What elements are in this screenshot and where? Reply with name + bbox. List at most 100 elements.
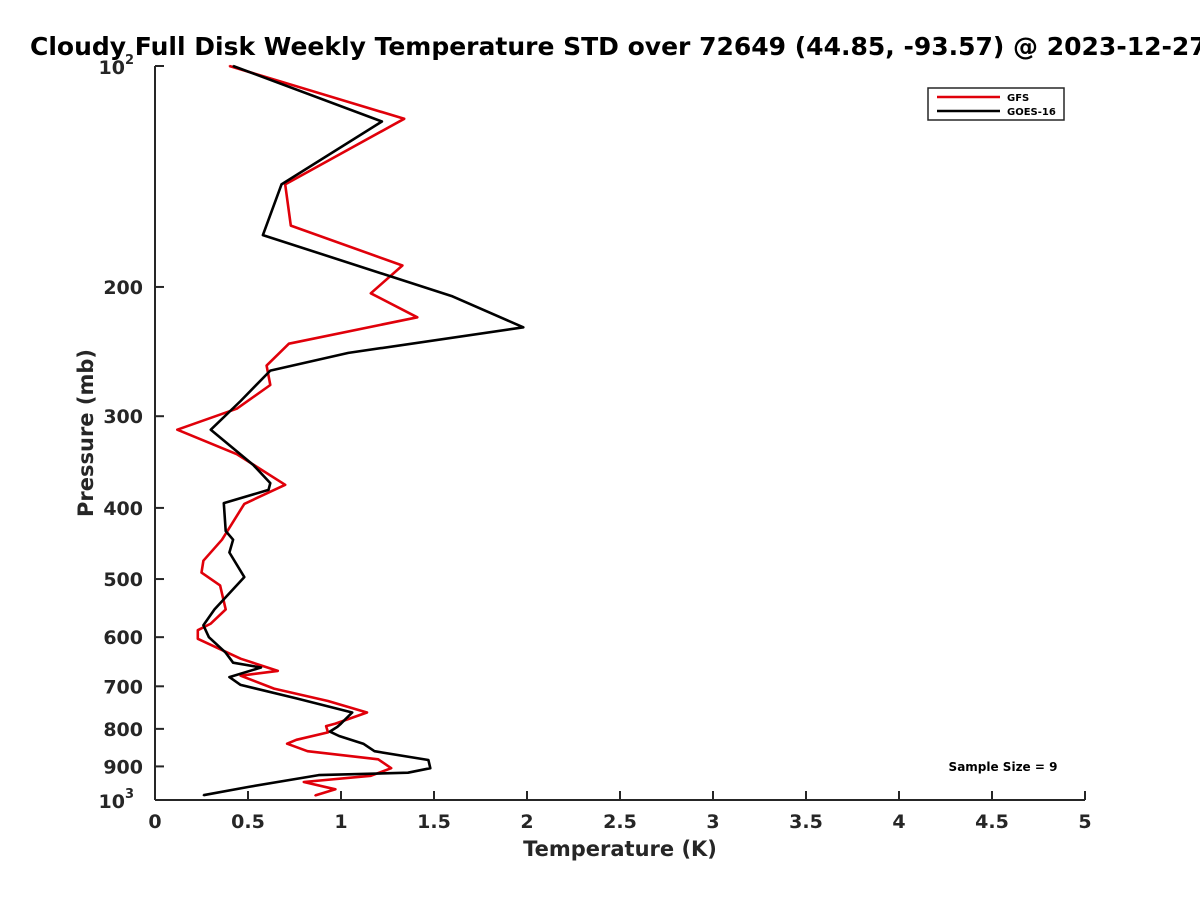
data-point — [239, 657, 242, 660]
data-point — [224, 530, 227, 532]
series-layer — [176, 64, 525, 797]
x-tick-label: 1 — [334, 811, 347, 833]
data-point — [202, 624, 205, 627]
data-point — [224, 651, 227, 654]
data-point — [269, 384, 272, 386]
data-point — [213, 608, 216, 611]
data-point — [286, 742, 288, 745]
y-tick-exponent: 2 — [125, 53, 134, 68]
data-point — [232, 65, 234, 67]
data-point — [210, 428, 212, 431]
y-tick-label: 700 — [103, 676, 143, 698]
data-point — [327, 731, 329, 734]
data-point — [239, 684, 242, 686]
data-point — [329, 730, 331, 733]
data-point — [325, 725, 327, 727]
y-tick-base: 10 — [99, 57, 125, 79]
data-point — [200, 571, 203, 574]
data-point — [265, 364, 268, 367]
data-point — [303, 781, 305, 783]
x-tick-label: 5 — [1078, 811, 1091, 833]
x-tick-label: 4.5 — [975, 811, 1009, 833]
y-tick-base: 10 — [99, 791, 125, 813]
data-point — [236, 407, 238, 410]
data-point — [219, 584, 221, 587]
y-tick-label: 10 — [99, 57, 125, 79]
data-point — [247, 786, 249, 788]
data-point — [451, 295, 454, 298]
x-tick-label: 3.5 — [789, 811, 823, 833]
x-tick-label: 2 — [520, 811, 533, 833]
data-point — [239, 400, 242, 402]
data-point — [522, 326, 525, 329]
data-point — [369, 292, 372, 295]
data-point — [239, 674, 242, 677]
data-point — [267, 489, 270, 491]
data-point — [369, 775, 372, 777]
data-point — [236, 453, 238, 456]
data-point — [228, 676, 231, 678]
data-point — [338, 735, 340, 737]
data-point — [208, 636, 210, 638]
y-tick-exponent: 3 — [125, 787, 134, 802]
data-point — [202, 559, 205, 562]
data-point — [347, 352, 350, 354]
data-point — [351, 711, 353, 714]
data-point — [196, 629, 199, 631]
data-point — [381, 120, 383, 123]
data-point — [401, 264, 404, 267]
data-point — [334, 722, 337, 725]
data-point — [366, 711, 368, 714]
data-point — [228, 551, 231, 554]
data-point — [336, 726, 339, 728]
y-tick-label: 10 — [99, 791, 125, 813]
x-axis-label: Temperature (K) — [523, 837, 717, 861]
x-tick-label: 0 — [148, 811, 161, 833]
data-point — [196, 637, 199, 640]
data-point — [176, 428, 179, 431]
data-point — [273, 687, 275, 690]
data-point — [340, 722, 342, 725]
data-point — [210, 622, 212, 625]
data-point — [284, 483, 287, 486]
y-tick-label: 500 — [103, 569, 143, 591]
data-point — [269, 482, 272, 484]
data-point — [228, 65, 231, 67]
data-point — [288, 342, 290, 345]
y-tick-label: 600 — [103, 627, 143, 649]
y-tick-label: 800 — [103, 719, 143, 741]
data-point — [390, 767, 393, 769]
data-point — [232, 538, 234, 541]
x-tick-label: 0.5 — [231, 811, 265, 833]
x-axis-ticks: 0 0.5 1 1.5 2 2.5 3 3.5 4 4.5 5 — [148, 791, 1092, 833]
data-point — [314, 794, 316, 797]
data-point — [377, 758, 380, 761]
data-point — [280, 183, 283, 186]
data-point — [295, 739, 298, 741]
data-point — [232, 661, 234, 664]
data-point — [403, 117, 406, 120]
x-tick-label: 2.5 — [603, 811, 637, 833]
data-point — [260, 666, 262, 669]
sample-size-annotation: Sample Size = 9 — [949, 760, 1058, 774]
data-point — [429, 767, 432, 769]
legend: GFS GOES-16 — [927, 87, 1065, 121]
legend-box — [927, 87, 1065, 121]
data-point — [269, 369, 272, 372]
data-point — [327, 700, 329, 702]
data-point — [427, 759, 430, 761]
x-tick-label: 1.5 — [417, 811, 451, 833]
data-point — [373, 750, 376, 752]
data-point — [221, 538, 223, 541]
y-tick-label: 400 — [103, 498, 143, 520]
legend-label: GOES-16 — [1007, 107, 1056, 118]
data-point — [306, 750, 309, 752]
y-axis-label: Pressure (mb) — [74, 349, 98, 517]
data-point — [243, 503, 246, 505]
data-point — [362, 742, 365, 745]
data-point — [243, 576, 246, 578]
data-point — [295, 697, 298, 700]
data-point — [276, 670, 279, 672]
